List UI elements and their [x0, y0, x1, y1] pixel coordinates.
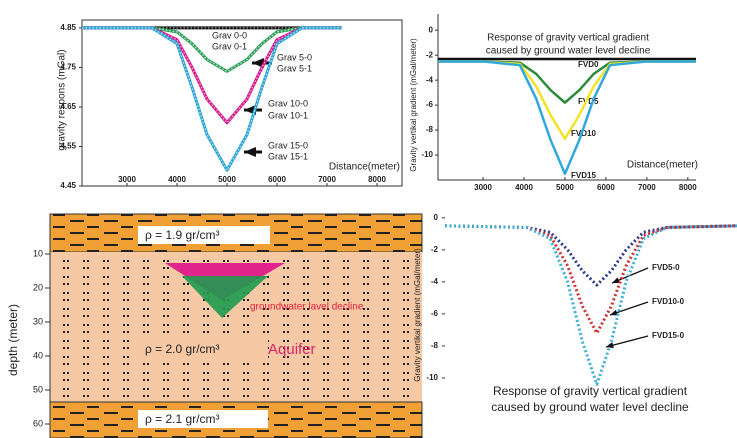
layer-label: ρ = 1.9 gr/cm³ — [145, 228, 220, 242]
x-tick-label: 8000 — [368, 175, 386, 184]
y-tick-label: 0 — [434, 213, 439, 222]
series-label: FVD0 — [578, 60, 599, 69]
x-tick-label: 7000 — [638, 183, 656, 192]
y-tick-label: 4.85 — [60, 23, 76, 32]
y-tick-label: 0 — [429, 25, 434, 34]
label-box — [138, 410, 268, 428]
series-line — [444, 224, 737, 287]
y-tick-label: -10 — [426, 373, 438, 382]
chart-title: caused by ground water level decline — [491, 400, 689, 414]
series-label: Grav 0-0 — [212, 30, 247, 40]
series-label: FVD15 — [571, 171, 596, 180]
x-tick-label: 5000 — [556, 183, 574, 192]
y-axis-label: Gravity vertikal gradient (mGal/meter) — [413, 248, 422, 382]
annotation: groundwater lavel decline — [250, 302, 364, 313]
y-tick-label: 40 — [33, 350, 43, 360]
y-tick-label: -10 — [421, 150, 433, 159]
decline-shape — [182, 276, 268, 318]
y-tick-label: 4.45 — [60, 181, 76, 190]
x-tick-label: 4000 — [515, 183, 533, 192]
layer-label: ρ = 2.1 gr/cm³ — [145, 412, 220, 426]
x-axis-label: Distance(meter) — [627, 160, 698, 171]
series-line — [438, 60, 696, 104]
x-tick-label: 3000 — [118, 175, 136, 184]
plot-frame — [81, 19, 403, 187]
series-label: FVD10 — [571, 129, 596, 138]
series-line — [438, 60, 696, 176]
x-tick-label: 7000 — [318, 175, 336, 184]
arrow-head — [606, 342, 614, 349]
series-label: FVD5 — [578, 97, 599, 106]
x-tick-label: 4000 — [168, 175, 186, 184]
aquifer-label: Aquifer — [268, 341, 316, 358]
chart-title: Response of gravity vertical gradient — [493, 384, 688, 398]
x-tick-label: 5000 — [218, 175, 236, 184]
layer-label: ρ = 2.0 gr/cm³ — [145, 342, 220, 356]
series-label: Grav 5-1 — [277, 63, 312, 73]
chart-title: Response of gravity vertical gradient — [487, 33, 649, 44]
y-tick-label: 10 — [33, 248, 43, 258]
y-tick-label: -2 — [426, 50, 434, 59]
y-tick-label: -4 — [426, 75, 434, 84]
x-axis-label: Distance(meter) — [329, 162, 400, 173]
series-label: FVD10-0 — [652, 297, 685, 306]
series-label: Grav 10-1 — [268, 110, 308, 120]
series-label: Grav 5-0 — [277, 52, 312, 62]
y-axis-label: gravity respons (mGal) — [57, 49, 68, 150]
y-tick-label: 60 — [33, 418, 43, 428]
series-line — [82, 27, 342, 124]
arrow-head — [612, 277, 620, 284]
y-tick-label: -4 — [431, 277, 439, 286]
series-label: FVD15-0 — [652, 331, 685, 340]
y-tick-label: 4.75 — [60, 63, 76, 72]
series-label: Grav 15-1 — [268, 151, 308, 161]
y-tick-label: -8 — [431, 341, 439, 350]
series-label: FVD5-0 — [652, 263, 680, 272]
cross-section: ρ = 1.9 gr/cm³ ρ = 2.0 gr/cm³ Aquifer ρ … — [6, 213, 423, 438]
y-tick-label: -8 — [426, 125, 434, 134]
x-tick-label: 8000 — [679, 183, 697, 192]
y-tick-label: 4.65 — [60, 102, 76, 111]
y-tick-label: 30 — [33, 316, 43, 326]
y-axis-label: Gravity vertikal gradient (mGal/meter) — [409, 38, 418, 172]
x-tick-label: 3000 — [474, 183, 492, 192]
y-axis-label: depth (meter) — [6, 304, 20, 376]
chart-title: caused by ground water level decline — [486, 46, 651, 57]
y-tick-label: -6 — [426, 100, 434, 109]
y-tick-label: 50 — [33, 384, 43, 394]
series-line — [82, 27, 342, 171]
series-line — [82, 27, 342, 72]
series-label: Grav 0-1 — [212, 41, 247, 51]
x-tick-label: 6000 — [597, 183, 615, 192]
x-tick-label: 6000 — [268, 175, 286, 184]
arrow-head — [244, 146, 256, 158]
y-tick-label: -6 — [431, 309, 439, 318]
series-label: Grav 10-0 — [268, 98, 308, 108]
label-box — [138, 340, 268, 360]
series-line — [444, 224, 737, 386]
y-tick-label: -2 — [431, 245, 439, 254]
label-box — [138, 226, 270, 244]
series-label: Grav 15-0 — [268, 140, 308, 150]
y-tick-label: 4.55 — [60, 142, 76, 151]
y-tick-label: 20 — [33, 282, 43, 292]
arrow-head — [610, 309, 618, 316]
arrow-head — [252, 57, 264, 69]
